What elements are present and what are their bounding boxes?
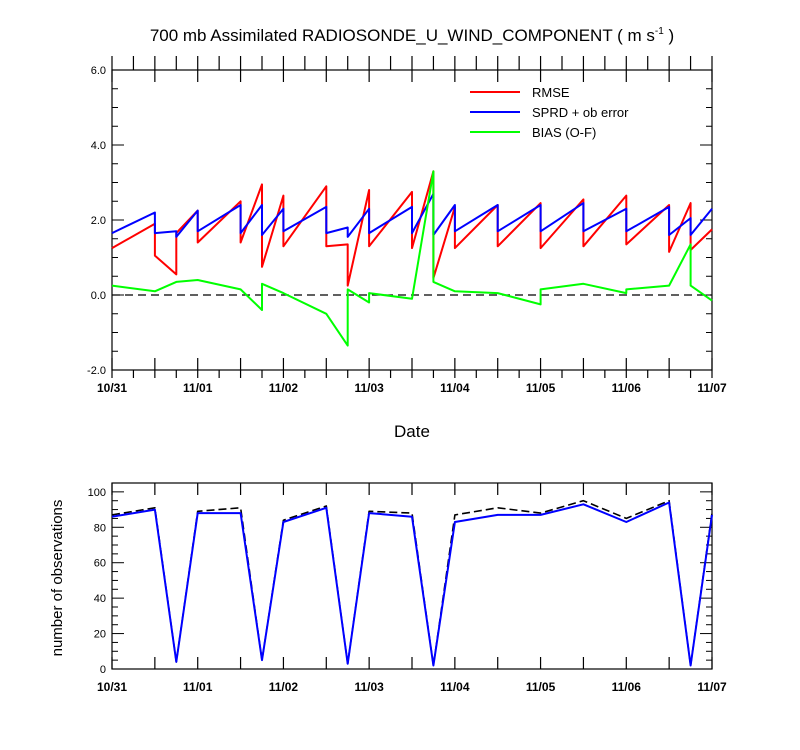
- x-axis-title: Date: [394, 422, 430, 441]
- top-plot: -2.0 0.0 2.0 4.0 6.0 10/31 11/01 11/02 11/03 11/0…: [87, 56, 727, 395]
- y-tick-label: 40: [94, 593, 106, 605]
- legend-label: BIAS (O-F): [532, 125, 596, 140]
- series-line-bias-o-f: [111, 170, 713, 347]
- y-tick-label: 6.0: [91, 65, 106, 77]
- x-tick-label: 11/01: [183, 381, 213, 395]
- series-line-possible-observations: [111, 499, 713, 667]
- legend-label: SPRD + ob error: [532, 105, 629, 120]
- y-tick-label: 2.0: [91, 215, 106, 227]
- x-tick-label: 11/02: [269, 381, 299, 395]
- chart-title-main: 700 mb Assimilated RADIOSONDE_U_WIND_COM…: [150, 26, 655, 45]
- legend: RMSE SPRD + ob error BIAS (O-F): [470, 85, 629, 140]
- chart-title: 700 mb Assimilated RADIOSONDE_U_WIND_COM…: [150, 26, 674, 45]
- y-tick-label: 0.0: [91, 290, 106, 302]
- x-tick-label: 10/31: [97, 680, 127, 694]
- y-tick-label: 20: [94, 629, 106, 641]
- chart-title-end: ): [664, 26, 674, 45]
- x-tick-label: 11/04: [440, 381, 470, 395]
- x-tick-label: 11/03: [354, 680, 384, 694]
- y-tick-label: 4.0: [91, 140, 106, 152]
- y-tick-label: 80: [94, 522, 106, 534]
- y-tick-label: 60: [94, 558, 106, 570]
- y-tick-label: -2.0: [87, 365, 106, 377]
- x-tick-label: 11/02: [269, 680, 299, 694]
- x-tick-label: 11/07: [697, 680, 727, 694]
- x-tick-label: 11/06: [612, 680, 642, 694]
- x-tick-label: 11/06: [612, 381, 642, 395]
- y-tick-label: 100: [88, 487, 106, 499]
- x-tick-label: 11/05: [526, 680, 556, 694]
- x-tick-label: 10/31: [97, 381, 127, 395]
- chart-title-superscript: -1: [655, 26, 664, 37]
- bottom-plot: 0 20 40 60 80 100 10/31 11/01 11/02 11/03 11/04 11/…: [88, 482, 727, 694]
- legend-label: RMSE: [532, 85, 570, 100]
- series-line-assimilated-observations: [111, 501, 713, 667]
- x-tick-label: 11/07: [697, 381, 727, 395]
- x-tick-label: 11/01: [183, 680, 213, 694]
- x-tick-label: 11/04: [440, 680, 470, 694]
- y-axis-title: number of observations: [49, 500, 66, 657]
- x-tick-label: 11/05: [526, 381, 556, 395]
- y-tick-label: 0: [100, 664, 106, 676]
- x-tick-label: 11/03: [354, 381, 384, 395]
- series-line-sprd-ob-error: [111, 192, 713, 238]
